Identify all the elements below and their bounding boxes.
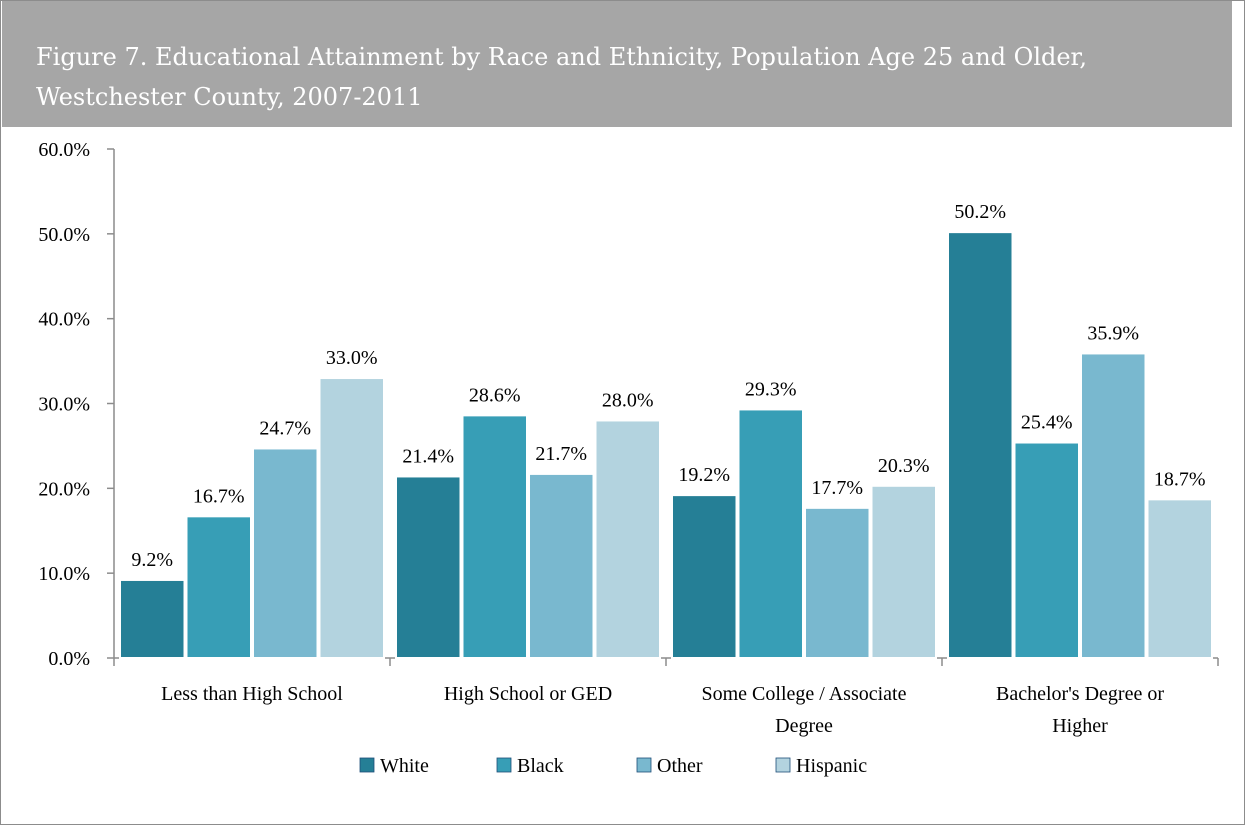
legend-swatch-white	[359, 757, 375, 773]
title-bar: Figure 7. Educational Attainment by Race…	[2, 1, 1232, 127]
y-tick-label: 0.0%	[48, 648, 90, 670]
legend-label-other: Other	[657, 755, 703, 777]
legend-label-white: White	[380, 755, 429, 777]
data-label: 16.7%	[193, 485, 245, 507]
data-label: 35.9%	[1087, 322, 1139, 344]
legend-label-hispanic: Hispanic	[796, 755, 867, 777]
bar-hispanic	[318, 377, 385, 659]
data-label: 18.7%	[1154, 468, 1206, 490]
data-label: 28.6%	[469, 384, 521, 406]
data-label: 9.2%	[131, 549, 173, 571]
data-label: 19.2%	[678, 464, 730, 486]
y-tick-label: 50.0%	[38, 224, 90, 246]
legend: White Black Other Hispanic	[359, 755, 867, 777]
y-tick-label: 30.0%	[38, 394, 90, 416]
bar-black	[185, 515, 252, 659]
y-tick-label: 20.0%	[38, 478, 90, 500]
y-tick-label: 60.0%	[38, 139, 90, 161]
y-tick-label: 10.0%	[38, 563, 90, 585]
bar-white	[395, 475, 462, 659]
data-label: 24.7%	[259, 417, 311, 439]
bar-hispanic	[870, 484, 937, 659]
category-label: Bachelor's Degree or	[996, 683, 1164, 705]
bar-hispanic	[594, 419, 661, 660]
legend-swatch-black	[496, 757, 512, 773]
bar-white	[947, 231, 1014, 660]
bar-black	[737, 408, 804, 659]
bar-other	[528, 472, 595, 659]
chart-title: Figure 7. Educational Attainment by Race…	[36, 43, 1088, 111]
data-label: 29.3%	[745, 378, 797, 400]
data-label: 21.4%	[402, 445, 454, 467]
bar-hispanic	[1146, 498, 1213, 659]
category-label: Higher	[1052, 715, 1108, 737]
data-label: 25.4%	[1021, 412, 1073, 434]
bar-white	[119, 578, 186, 659]
bar-other	[1080, 352, 1147, 659]
data-label: 50.2%	[954, 201, 1006, 223]
legend-swatch-other	[636, 757, 652, 773]
data-label: 28.0%	[602, 389, 654, 411]
category-label: Less than High School	[161, 683, 343, 705]
data-label: 33.0%	[326, 347, 378, 369]
category-label: Degree	[775, 715, 833, 737]
data-labels: 9.2% 16.7% 24.7% 33.0% Less than High School…	[131, 201, 1205, 737]
axes: 0.0% 10.0% 20.0% 30.0% 40.0% 50.0% 60.0%	[38, 139, 1219, 670]
y-tick-label: 40.0%	[38, 309, 90, 331]
bar-other	[252, 447, 319, 659]
category-label: Some College / Associate	[702, 683, 907, 705]
category-label: High School or GED	[444, 683, 612, 705]
bars	[119, 231, 1213, 660]
legend-label-black: Black	[517, 755, 564, 777]
bar-white	[671, 494, 738, 659]
bar-other	[804, 506, 871, 659]
data-label: 21.7%	[535, 443, 587, 465]
bar-black	[461, 414, 528, 660]
data-label: 17.7%	[811, 477, 863, 499]
data-label: 20.3%	[878, 455, 930, 477]
bar-black	[1013, 441, 1080, 660]
legend-swatch-hispanic	[775, 757, 791, 773]
